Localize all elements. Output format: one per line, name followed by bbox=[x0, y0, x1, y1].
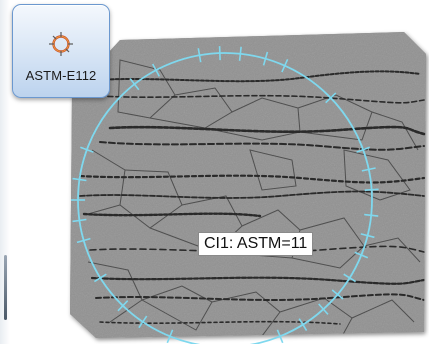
intercept-tick bbox=[72, 218, 87, 223]
measurement-circle bbox=[71, 46, 379, 344]
intercept-tick bbox=[76, 237, 91, 244]
intercept-tick bbox=[354, 251, 369, 259]
intercept-tick bbox=[129, 78, 140, 91]
intercept-tick bbox=[72, 177, 87, 182]
intercept-tick bbox=[138, 315, 148, 329]
intercept-tick bbox=[298, 318, 308, 332]
intercept-tick bbox=[356, 146, 370, 153]
grain-size-result-label: CI1: ASTM=11 bbox=[198, 232, 314, 256]
intercept-tick bbox=[281, 58, 289, 73]
panel-edge-handle bbox=[4, 255, 7, 320]
intercept-tick bbox=[360, 233, 375, 239]
intercept-tick bbox=[197, 48, 202, 63]
intercept-tick bbox=[364, 188, 379, 191]
astm-e112-app-tile[interactable]: ASTM-E112 bbox=[12, 4, 110, 98]
intercept-tick bbox=[343, 273, 357, 283]
left-panel-edge bbox=[0, 0, 10, 344]
intercept-tick bbox=[238, 46, 242, 61]
intercept-tick bbox=[80, 146, 94, 153]
intercept-tick bbox=[166, 329, 174, 344]
intercept-tick bbox=[364, 213, 379, 217]
app-tile-label: ASTM-E112 bbox=[25, 68, 97, 83]
intercept-tick bbox=[93, 273, 107, 283]
intercept-tick bbox=[325, 92, 337, 104]
grain-size-icon bbox=[49, 32, 73, 56]
intercept-tick bbox=[318, 303, 329, 315]
intercept-tick bbox=[218, 46, 221, 61]
intercept-tick bbox=[331, 289, 344, 300]
intercept-tick bbox=[117, 300, 129, 312]
intercept-tick bbox=[151, 63, 161, 77]
intercept-tick bbox=[262, 51, 269, 66]
intercept-tick bbox=[276, 329, 284, 344]
intercept-tick bbox=[361, 167, 376, 172]
